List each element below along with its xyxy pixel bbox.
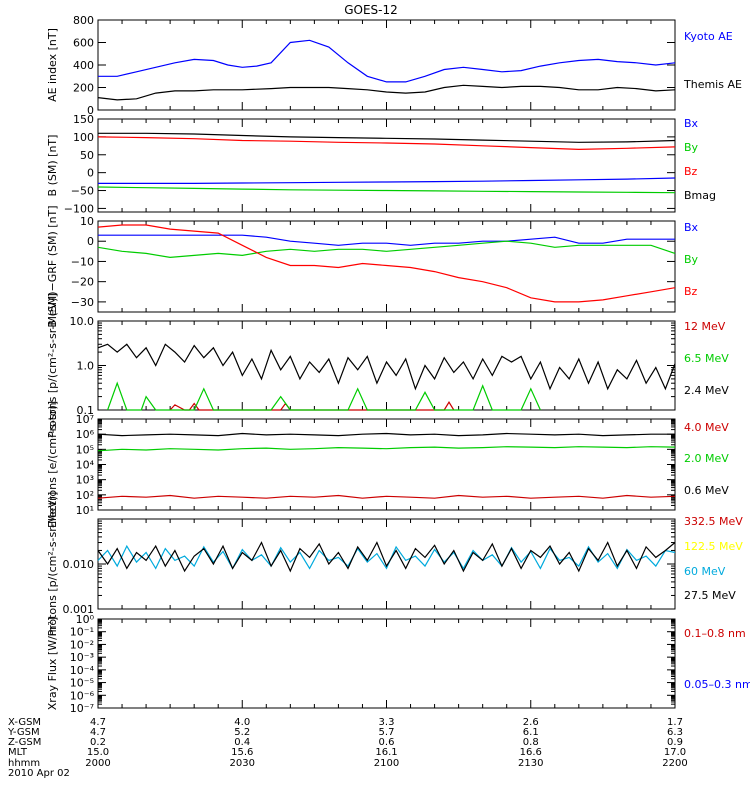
panel-frame — [98, 119, 675, 212]
y-axis-label: B (SM) [nT] — [46, 135, 59, 197]
y-tick-label: 10⁻⁵ — [70, 677, 94, 690]
y-tick-label: 100 — [73, 131, 94, 144]
y-tick-label: −50 — [71, 185, 94, 198]
y-tick-label: 200 — [73, 82, 94, 95]
legend-entry: 0.05–0.3 nm — [684, 678, 750, 691]
series-line-4-0-mev — [98, 496, 675, 499]
y-tick-label: −100 — [64, 202, 94, 215]
y-tick-label: 10⁵ — [76, 443, 94, 456]
y-tick-label: 0.010 — [63, 558, 95, 571]
y-tick-label: 400 — [73, 59, 94, 72]
series-line-bx — [98, 178, 675, 183]
series-line-themis-ae — [98, 85, 675, 100]
y-tick-label: −20 — [71, 276, 94, 289]
legend-entry: Themis AE — [683, 78, 742, 91]
panel-frame — [98, 321, 675, 410]
y-tick-label: −30 — [71, 296, 94, 309]
series-line-kyoto-ae — [98, 40, 675, 82]
series-line-bz — [98, 225, 675, 302]
panel-frame — [98, 619, 675, 708]
y-tick-label: 50 — [80, 149, 94, 162]
y-tick-label: 10⁻⁴ — [70, 664, 95, 677]
y-tick-label: 10⁰ — [76, 613, 95, 626]
series-line-2-0-mev — [98, 447, 675, 451]
x-tick-label: 17.0 — [664, 747, 686, 758]
y-tick-label: 10⁻² — [70, 638, 94, 651]
panel-frame — [98, 20, 675, 110]
series-line-0-6-mev — [98, 434, 675, 436]
legend-entry: 332.5 MeV — [684, 515, 743, 528]
x-tick-label: 2130 — [518, 758, 543, 769]
x-tick-label: 15.6 — [231, 747, 253, 758]
series-line-bmag — [98, 133, 675, 142]
y-tick-label: 150 — [73, 113, 94, 126]
x-tick-label: 16.1 — [375, 747, 397, 758]
y-tick-label: 10⁷ — [76, 413, 94, 426]
legend-entry: Bx — [684, 117, 699, 130]
series-line-bx — [98, 235, 675, 245]
y-tick-label: 10⁴ — [76, 459, 95, 472]
legend-entry: 60 MeV — [684, 565, 726, 578]
y-tick-label: −10 — [71, 255, 94, 268]
legend-entry: By — [684, 141, 699, 154]
legend-entry: 0.6 MeV — [684, 484, 729, 497]
x-tick-label: 2000 — [85, 758, 110, 769]
y-axis-label: Xray Flux [W/m²] — [46, 617, 59, 710]
y-tick-label: 10⁻³ — [70, 651, 94, 664]
legend-entry: 2.4 MeV — [684, 384, 729, 397]
series-line-6-5-mev — [108, 383, 541, 410]
legend-entry: 0.1–0.8 nm — [684, 627, 746, 640]
y-axis-label: Protons [p/(cm²-s-sr-MeV)] — [46, 492, 59, 637]
legend-entry: 4.0 MeV — [684, 421, 729, 434]
series-line-by — [98, 187, 675, 193]
legend-entry: 122.5 MeV — [684, 540, 743, 553]
panel-7: 10⁻⁷10⁻⁶10⁻⁵10⁻⁴10⁻³10⁻²10⁻¹10⁰ Xray Flux… — [46, 613, 750, 715]
legend-entry: Bx — [684, 221, 699, 234]
y-tick-label: 800 — [73, 14, 94, 27]
y-axis-label: AE index [nT] — [46, 28, 59, 102]
panel-4: 0.11.010.0Protons [p/(cm²-s-sr-MeV)]12 M… — [46, 293, 729, 438]
legend-entry: Kyoto AE — [684, 30, 733, 43]
x-tick-label: 2200 — [662, 758, 687, 769]
legend-entry: Bz — [684, 165, 698, 178]
series-line-2-4-mev — [98, 344, 675, 389]
y-tick-label: 10³ — [76, 474, 94, 487]
legend-entry: 6.5 MeV — [684, 352, 729, 365]
y-tick-label: 10² — [76, 489, 94, 502]
x-row-label: MLT — [8, 747, 28, 758]
legend-entry: Bmag — [684, 189, 716, 202]
x-row-label: 2010 Apr 02 — [8, 768, 70, 779]
legend-entry: 12 MeV — [684, 320, 726, 333]
legend-entry: Bz — [684, 285, 698, 298]
x-tick-label: 16.6 — [520, 747, 542, 758]
panel-6: 0.0010.010Protons [p/(cm²-s-sr-MeV)]332.… — [46, 492, 743, 637]
panel-frame — [98, 519, 675, 609]
legend-entry: 2.0 MeV — [684, 452, 729, 465]
legend-entry: By — [684, 253, 699, 266]
y-tick-label: 10 — [80, 215, 94, 228]
y-tick-label: 10⁻⁷ — [70, 702, 94, 715]
y-tick-label: 10.0 — [70, 315, 95, 328]
panel-3: −30−20−10010B (SM)−GRF (SM) [nT]BxByBz — [46, 205, 699, 327]
y-tick-label: 0 — [87, 167, 94, 180]
y-tick-label: 10⁻¹ — [70, 626, 94, 639]
y-tick-label: 10⁶ — [76, 428, 95, 441]
x-tick-label: 2100 — [374, 758, 399, 769]
y-tick-label: 600 — [73, 37, 94, 50]
y-tick-label: 1.0 — [77, 360, 95, 373]
panel-1: 0200400600800AE index [nT]Kyoto AEThemis… — [46, 14, 742, 117]
y-tick-label: 10⁻⁶ — [70, 689, 95, 702]
panel-5: 10¹10²10³10⁴10⁵10⁶10⁷Electrons [e/(cm²-s… — [46, 401, 729, 528]
y-tick-label: 10¹ — [76, 504, 94, 517]
y-tick-label: 0 — [87, 235, 94, 248]
legend-entry: 27.5 MeV — [684, 589, 736, 602]
x-tick-label: 2030 — [230, 758, 255, 769]
panel-2: −100 −50 0 50 100 150 B (SM) [nT] Bx By Bz Bmag — [46, 113, 716, 215]
x-tick-label: 15.0 — [87, 747, 109, 758]
plot-title: GOES-12 — [344, 3, 398, 17]
